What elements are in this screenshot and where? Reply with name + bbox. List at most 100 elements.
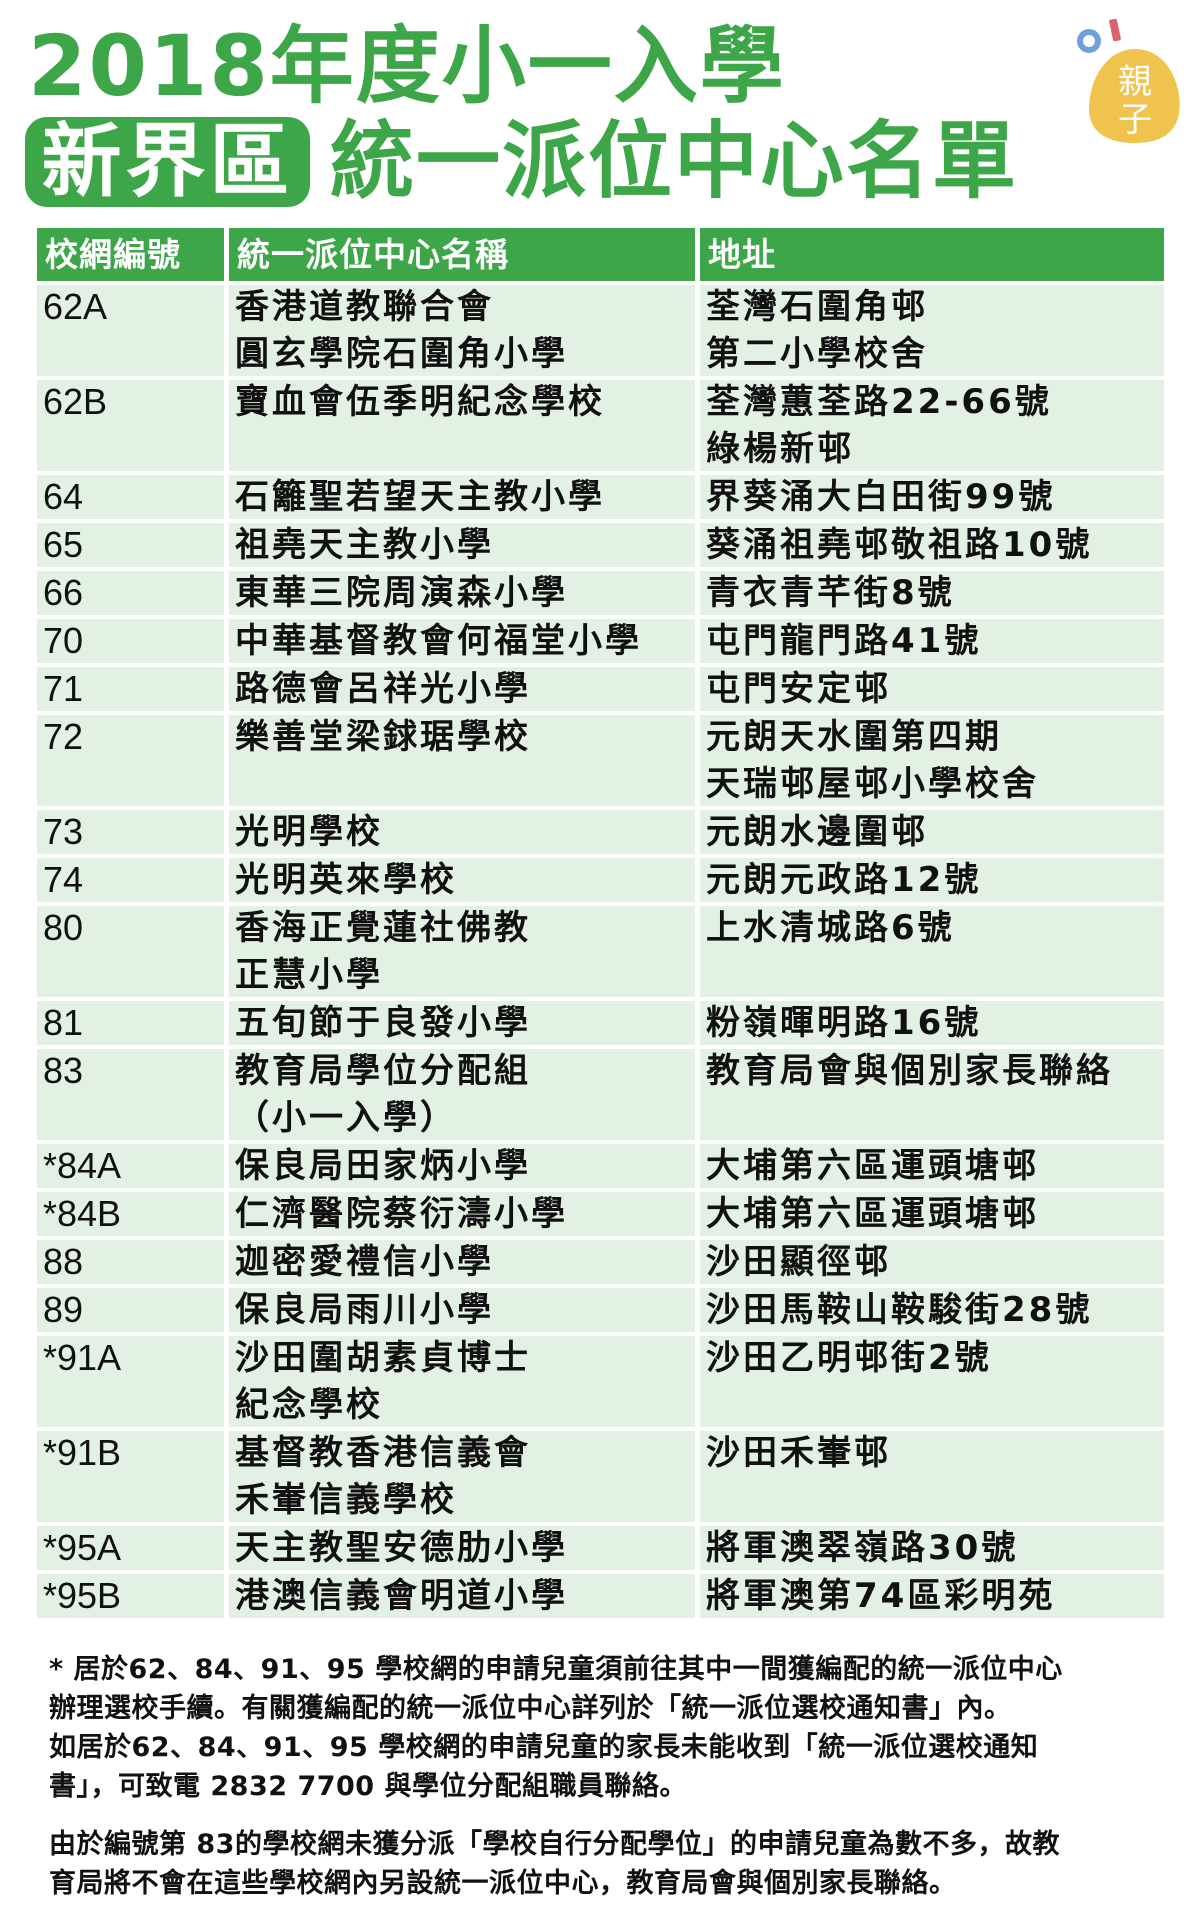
center-name-line: 教育局學位分配組 [235,1051,531,1091]
school-net-code-line: *95A [43,1527,122,1568]
center-address-line: 綠楊新邨 [706,429,854,469]
school-net-code: 65 [37,523,224,567]
header-address: 地址 [700,228,1164,281]
center-name-line: 禾輋信義學校 [235,1480,457,1520]
center-name-line: 紀念學校 [235,1385,383,1425]
center-name-line: 迦密愛禮信小學 [235,1242,494,1282]
school-net-code-line: *95B [43,1575,122,1616]
center-address-line: 粉嶺暉明路16號 [706,1003,982,1043]
center-name: 寶血會伍季明紀念學校 [229,380,695,471]
center-address: 粉嶺暉明路16號 [700,1001,1164,1045]
center-address: 青衣青芊街8號 [700,571,1164,615]
center-address-line: 大埔第六區運頭塘邨 [706,1194,1039,1234]
center-address: 大埔第六區運頭塘邨 [700,1144,1164,1188]
center-address: 沙田馬鞍山鞍駿街28號 [700,1288,1164,1332]
center-name-line: 祖堯天主教小學 [235,525,494,565]
center-address: 元朗元政路12號 [700,858,1164,902]
center-address-line: 第二小學校舍 [706,334,928,374]
center-address-line: 沙田乙明邨街2號 [706,1338,992,1378]
center-address-line: 荃灣蕙荃路22-66號 [706,382,1052,422]
school-net-code-line: 80 [43,907,84,948]
logo-ring-icon [1077,29,1101,53]
center-name-line: 香港道教聯合會 [235,287,494,327]
center-name-line: 樂善堂梁銶琚學校 [235,717,531,757]
school-net-code-line: *84B [43,1193,122,1234]
center-address-line: 沙田馬鞍山鞍駿街28號 [706,1290,1093,1330]
note-paragraph: * 居於62、84、91、95 學校網的申請兒童須前往其中一間獲編配的統一派位中… [49,1650,1159,1806]
center-address-line: 將軍澳第74區彩明苑 [706,1576,1056,1616]
center-name-line: 東華三院周演森小學 [235,573,568,613]
center-name-line: 圓玄學院石圍角小學 [235,334,568,374]
center-address: 屯門安定邨 [700,667,1164,711]
school-net-code: 70 [37,619,224,663]
center-name: 沙田圍胡素貞博士 紀念學校 [229,1336,695,1427]
header-code: 校網編號 [37,228,224,281]
center-name-line: 光明英來學校 [235,860,457,900]
school-net-code: *95B [37,1574,224,1618]
center-address-line: 屯門龍門路41號 [706,621,982,661]
school-net-code: 89 [37,1288,224,1332]
logo-text: 子 [1118,100,1152,140]
school-net-code-line [43,953,224,997]
school-net-code: 62A [37,285,224,376]
center-name: 光明英來學校 [229,858,695,902]
center-address: 元朗水邊圍邨 [700,810,1164,854]
center-name: 五旬節于良發小學 [229,1001,695,1045]
header-name: 統一派位中心名稱 [229,228,695,281]
center-name: 路德會呂祥光小學 [229,667,695,711]
school-net-code-line: 71 [43,668,84,709]
school-net-code-line [43,1478,224,1522]
center-name: 祖堯天主教小學 [229,523,695,567]
school-net-code-line: 74 [43,859,84,900]
center-name-line: 香海正覺蓮社佛教 [235,908,531,948]
center-address: 葵涌祖堯邨敬祖路10號 [700,523,1164,567]
center-name-line: 寶血會伍季明紀念學校 [235,382,605,422]
center-name-line: 仁濟醫院蔡衍濤小學 [235,1194,568,1234]
school-net-code-line [43,762,224,806]
note-line: * 居於62、84、91、95 學校網的申請兒童須前往其中一間獲編配的統一派位中… [49,1654,1063,1685]
school-net-code: 80 [37,906,224,997]
center-address-line: 上水清城路6號 [706,908,955,948]
logo-bar-icon [1109,18,1121,42]
page-title-line2: 統一派位中心名單 [330,112,1019,210]
center-name-line: 中華基督教會何福堂小學 [235,621,642,661]
school-net-code-line: 88 [43,1241,84,1282]
school-net-code-line: *91A [43,1337,122,1378]
center-address: 荃灣石圍角邨 第二小學校舍 [700,285,1164,376]
center-address-line: 沙田顯徑邨 [706,1242,891,1282]
note-line: 書」，可致電 2832 7700 與學位分配組職員聯絡。 [49,1771,687,1802]
school-net-code: 74 [37,858,224,902]
brand-logo: 親 子 [1075,15,1185,145]
center-name-line: 沙田圍胡素貞博士 [235,1338,531,1378]
school-net-code-line: 62B [43,381,108,422]
center-address: 將軍澳第74區彩明苑 [700,1574,1164,1618]
school-net-code: *84B [37,1192,224,1236]
school-net-code-line: 81 [43,1002,84,1043]
center-name-line [235,762,695,806]
center-name: 仁濟醫院蔡衍濤小學 [229,1192,695,1236]
school-net-code-line: 64 [43,476,84,517]
school-net-code-line: 65 [43,524,84,565]
center-address: 沙田禾輋邨 [700,1431,1164,1522]
school-net-code-line [43,332,224,376]
center-name-line: （小一入學） [235,1098,457,1138]
center-address-line: 將軍澳翠嶺路30號 [706,1528,1019,1568]
center-address-line: 沙田禾輋邨 [706,1433,891,1473]
school-net-code-line: 66 [43,572,84,613]
center-name-line: 港澳信義會明道小學 [235,1576,568,1616]
school-net-code-line: 83 [43,1050,84,1091]
center-name-line [235,427,695,471]
footnotes: * 居於62、84、91、95 學校網的申請兒童須前往其中一間獲編配的統一派位中… [49,1650,1159,1903]
center-address-line: 元朗水邊圍邨 [706,812,928,852]
center-address: 教育局會與個別家長聯絡 [700,1049,1164,1140]
logo-text: 親 [1118,62,1152,102]
center-name: 石籬聖若望天主教小學 [229,475,695,519]
center-name-line: 光明學校 [235,812,383,852]
center-name: 樂善堂梁銶琚學校 [229,715,695,806]
center-address-line: 屯門安定邨 [706,669,891,709]
center-address-line: 葵涌祖堯邨敬祖路10號 [706,525,1093,565]
center-address: 大埔第六區運頭塘邨 [700,1192,1164,1236]
school-net-code: 66 [37,571,224,615]
note-paragraph: 由於編號第 83的學校網未獲分派「學校自行分配學位」的申請兒童為數不多，故教 育局… [49,1825,1159,1903]
page-title-line1: 2018年度小一入學 [28,17,786,115]
